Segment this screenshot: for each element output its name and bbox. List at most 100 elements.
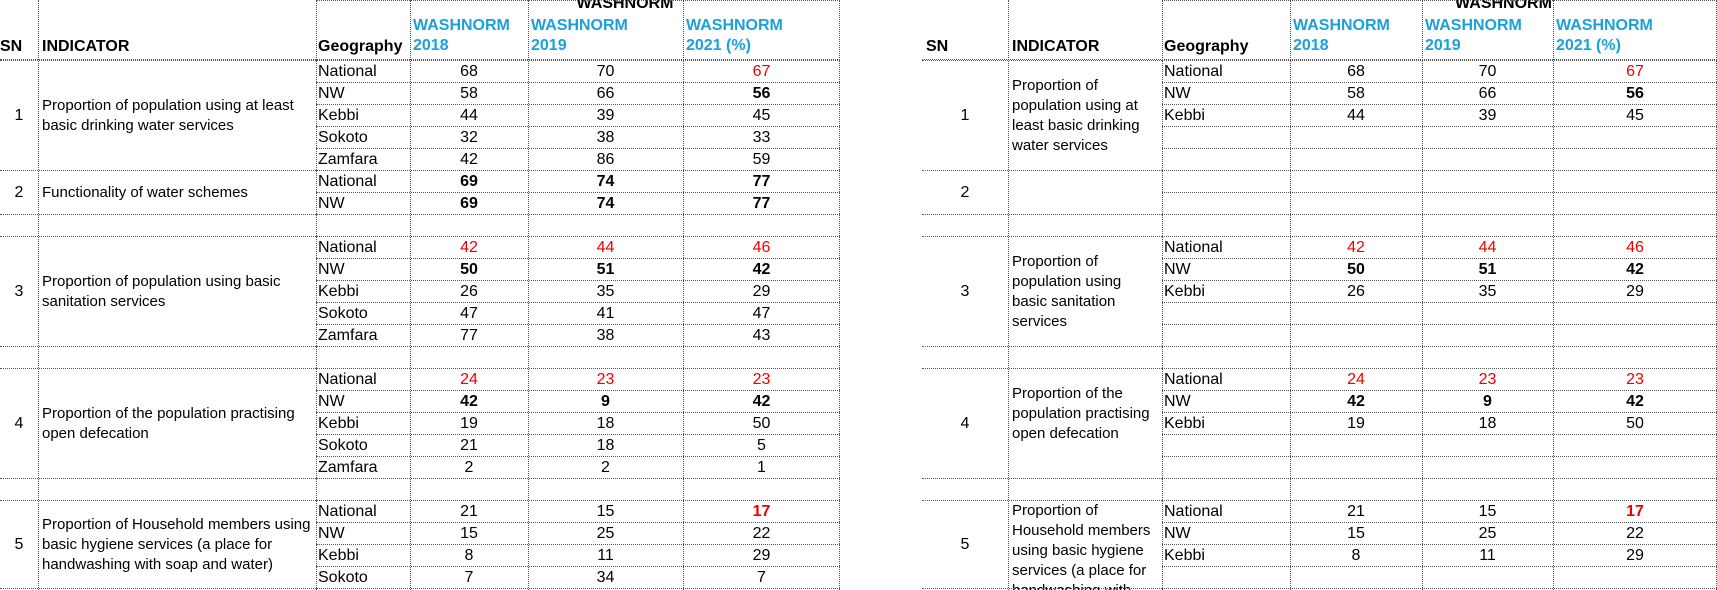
grid-line xyxy=(0,59,840,60)
value-cell-v2021: 17 xyxy=(1626,503,1644,520)
value-cell-v2021: 59 xyxy=(752,151,771,168)
value-cell-v2018 xyxy=(1290,216,1422,236)
grid-line xyxy=(1162,434,1717,435)
value-cell-v2018 xyxy=(1290,458,1422,478)
value-cell-v2021: 50 xyxy=(1626,415,1644,432)
value-cell-v2018: 69 xyxy=(460,173,478,190)
value-cell-v2019: 18 xyxy=(596,437,615,454)
geography-cell: Zamfara xyxy=(318,151,378,168)
value-cell-v2019: 66 xyxy=(596,85,615,102)
value-cell-v2021: 77 xyxy=(752,173,771,190)
value-cell-v2018 xyxy=(1290,348,1422,368)
value-cell-v2021 xyxy=(1553,304,1717,324)
col2019-header-line1: WASHNORM xyxy=(531,17,628,34)
grid-line xyxy=(922,588,1162,589)
value-cell-v2018 xyxy=(1290,172,1422,192)
geography-header: Geography xyxy=(318,38,403,55)
grid-line xyxy=(1162,0,1717,1)
grid-line xyxy=(316,192,840,193)
value-cell-v2021: 45 xyxy=(1626,107,1644,124)
value-cell-v2019: 70 xyxy=(596,63,615,80)
grid-line xyxy=(1290,0,1291,590)
grid-line xyxy=(316,236,840,237)
geography-cell: NW xyxy=(318,261,345,278)
value-cell-v2021 xyxy=(1553,436,1717,456)
grid-line xyxy=(922,500,1162,501)
value-cell-v2018: 8 xyxy=(1351,547,1361,564)
value-cell-v2019: 44 xyxy=(1478,239,1497,256)
geography-cell: Kebbi xyxy=(318,107,359,124)
value-cell-v2021 xyxy=(1553,194,1717,214)
value-cell-v2019 xyxy=(1422,304,1553,324)
grid-line xyxy=(1162,214,1717,215)
value-cell-v2018: 44 xyxy=(1347,107,1365,124)
geography-cell xyxy=(1164,480,1289,500)
geography-cell: Kebbi xyxy=(1164,415,1205,432)
grid-line xyxy=(316,566,840,567)
value-cell-v2018: 44 xyxy=(460,107,478,124)
grid-line xyxy=(316,302,840,303)
value-cell-v2021 xyxy=(1553,150,1717,170)
value-cell-v2021: 5 xyxy=(757,437,766,454)
geography-cell: National xyxy=(318,371,377,388)
geography-cell: National xyxy=(1164,63,1223,80)
col2018-header-line1: WASHNORM xyxy=(1293,17,1390,34)
indicator-text: Proportion of the population practising … xyxy=(42,405,295,442)
grid-line xyxy=(0,588,316,589)
grid-line xyxy=(922,478,1162,479)
value-cell-v2021: 23 xyxy=(1626,371,1644,388)
value-cell-v2019 xyxy=(1422,172,1553,192)
value-cell-v2019: 41 xyxy=(596,305,615,322)
value-cell-v2019: 15 xyxy=(1478,503,1497,520)
value-cell-v2018 xyxy=(1290,326,1422,346)
value-cell-v2018: 8 xyxy=(464,547,474,564)
grid-line xyxy=(316,478,840,479)
value-cell-v2021 xyxy=(1553,216,1717,236)
grid-line xyxy=(1008,0,1009,590)
value-cell-v2018 xyxy=(1290,150,1422,170)
value-cell-v2019: 18 xyxy=(596,415,615,432)
value-cell-v2021: 46 xyxy=(752,239,771,256)
value-cell-v2021 xyxy=(683,216,840,236)
value-cell-v2018: 19 xyxy=(460,415,478,432)
grid-line xyxy=(1162,390,1717,391)
value-cell-v2018: 24 xyxy=(1347,371,1365,388)
value-cell-v2019: 35 xyxy=(596,283,615,300)
geography-cell: National xyxy=(318,173,377,190)
grid-line xyxy=(1162,82,1717,83)
grid-line xyxy=(0,236,316,237)
grid-line xyxy=(1162,104,1717,105)
grid-line xyxy=(1162,456,1717,457)
col2021-header-line2: 2021 (%) xyxy=(686,37,751,54)
value-cell-v2021 xyxy=(1553,568,1717,588)
geography-cell: NW xyxy=(1164,525,1191,542)
grid-line xyxy=(1162,346,1717,347)
grid-line xyxy=(1162,258,1717,259)
value-cell-v2019 xyxy=(1422,216,1553,236)
value-cell-v2019 xyxy=(528,480,683,500)
geography-cell xyxy=(1164,194,1289,214)
value-cell-v2018: 32 xyxy=(460,129,478,146)
indicator-header: INDICATOR xyxy=(42,38,130,55)
grid-line xyxy=(316,170,840,171)
grid-line xyxy=(1162,126,1717,127)
value-cell-v2019 xyxy=(1422,194,1553,214)
value-cell-v2021: 29 xyxy=(1626,283,1644,300)
indicator-header: INDICATOR xyxy=(1012,38,1100,55)
grid-line xyxy=(922,236,1162,237)
grid-line xyxy=(410,0,411,590)
grid-line xyxy=(1162,324,1717,325)
indicator-sn: 4 xyxy=(960,415,970,432)
value-cell-v2018 xyxy=(1290,128,1422,148)
grid-line xyxy=(922,170,1162,171)
sn-header: SN xyxy=(926,38,949,55)
value-cell-v2018 xyxy=(410,480,528,500)
grid-line xyxy=(316,258,840,259)
value-cell-v2021: 56 xyxy=(1626,85,1644,102)
value-cell-v2018 xyxy=(410,348,528,368)
grid-line xyxy=(316,60,840,61)
value-cell-v2019: 51 xyxy=(1478,261,1497,278)
grid-line xyxy=(316,214,840,215)
value-cell-v2018: 50 xyxy=(460,261,478,278)
value-cell-v2018: 7 xyxy=(464,569,474,586)
